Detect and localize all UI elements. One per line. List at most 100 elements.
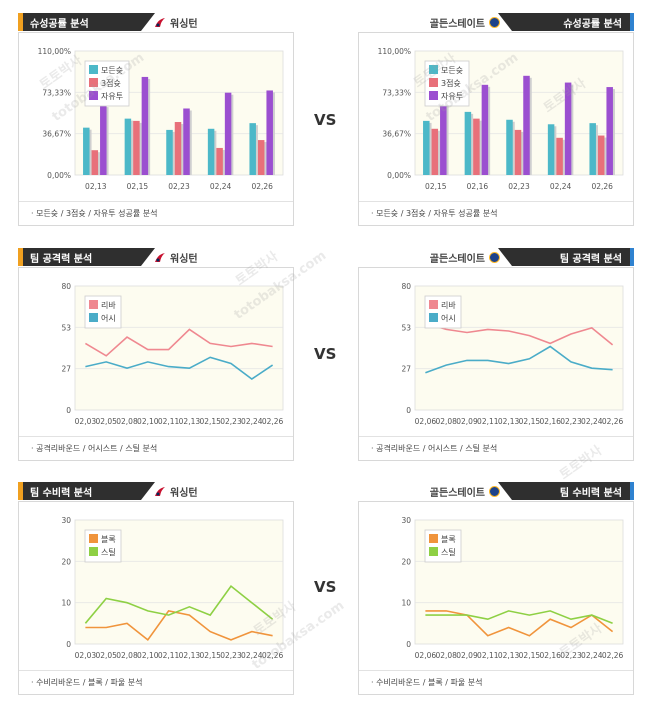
bar: [141, 76, 149, 175]
legend-swatch: [429, 547, 438, 556]
legend-label: 어시: [101, 313, 116, 323]
bar: [464, 111, 472, 175]
legend-swatch: [429, 313, 438, 322]
bar: [440, 96, 447, 175]
bar: [224, 92, 232, 175]
bar: [514, 129, 522, 175]
legend-label: 블록: [101, 534, 116, 544]
x-tick-label: 02,15: [199, 417, 221, 426]
x-tick-label: 02,05: [95, 417, 117, 426]
y-tick-label: 0,00%: [387, 171, 411, 180]
legend-label: 3점슛: [441, 78, 461, 88]
offense-panel-washington: 팀 공격력 분석 워싱턴 80 53 27 0 02,03 02,05 02,08 02,10…: [18, 248, 294, 461]
warriors-logo-icon: [489, 252, 500, 263]
vs-label: VS: [314, 345, 337, 363]
bar-chart: 110,00% 73,33% 36,67% 0,00% 02,13 02,15 02,23 0…: [38, 47, 284, 191]
header-bar: [498, 482, 634, 500]
y-tick-label: 20: [401, 557, 411, 566]
bar: [523, 75, 530, 175]
warriors-logo-icon: [489, 17, 500, 28]
x-tick-label: 02,23: [220, 417, 242, 426]
bar: [166, 129, 173, 175]
panel-header: 팀 공격력 분석 워싱턴: [18, 248, 294, 266]
x-tick-label: 02,06: [415, 651, 437, 660]
x-tick-label: 02,08: [116, 417, 138, 426]
y-tick-label: 53: [61, 323, 71, 332]
team-name: 골든스테이트: [429, 19, 485, 30]
y-tick-label: 73,33%: [42, 88, 71, 97]
legend-label: 리바: [441, 300, 456, 310]
x-tick-label: 02,10: [137, 651, 159, 660]
bar: [207, 128, 215, 175]
header-bar: [498, 248, 634, 266]
chart-box: 30 20 10 0 02,06 02,08 02,09 02,11 02,13 02,15 02,…: [358, 501, 634, 695]
x-tick-label: 02,11: [158, 417, 180, 426]
legend-swatch: [429, 300, 438, 309]
x-tick-label: 02,24: [581, 651, 603, 660]
x-tick-label: 02,08: [116, 651, 138, 660]
x-tick-label: 02,11: [477, 651, 499, 660]
y-tick-label: 73,33%: [382, 88, 411, 97]
x-tick-label: 02,15: [425, 182, 447, 191]
x-tick-label: 02,03: [75, 417, 97, 426]
header-bar: [18, 13, 155, 31]
bar: [481, 84, 489, 175]
legend-label: 어시: [441, 313, 456, 323]
y-tick-label: 110,00%: [378, 47, 411, 56]
bar: [597, 135, 605, 175]
header-bar: [18, 248, 155, 266]
x-tick-label: 02,13: [498, 651, 520, 660]
series-line: [84, 328, 273, 357]
team-name: 워싱턴: [170, 254, 198, 265]
x-tick-label: 02,15: [127, 182, 149, 191]
bar: [473, 118, 480, 175]
legend-swatch: [89, 547, 98, 556]
y-tick-label: 80: [61, 282, 71, 291]
x-tick-label: 02,16: [539, 417, 561, 426]
team-label: 워싱턴: [154, 484, 198, 499]
panel-footer: · 공격리바운드 / 어시스트 / 스틸 분석: [19, 436, 293, 460]
series-line: [85, 356, 274, 380]
y-tick-label: 10: [61, 599, 71, 608]
series-line: [425, 610, 614, 637]
legend-swatch: [89, 78, 98, 87]
x-tick-label: 02,11: [158, 651, 180, 660]
panel-footer: · 모든슛 / 3점슛 / 자유투 성공률 분석: [19, 201, 293, 225]
x-tick-label: 02,11: [477, 417, 499, 426]
panel-header: 슈성공률 분석 워싱턴: [18, 13, 294, 31]
x-tick-label: 02,26: [251, 182, 273, 191]
legend-swatch: [89, 313, 98, 322]
x-tick-label: 02,24: [241, 651, 263, 660]
series-line: [85, 610, 273, 642]
legend-label: 블록: [441, 534, 456, 544]
x-tick-label: 02,10: [137, 417, 159, 426]
x-tick-label: 02,23: [560, 417, 582, 426]
legend-swatch: [429, 65, 438, 74]
wizards-logo-icon: [154, 17, 166, 29]
y-tick-label: 27: [401, 365, 411, 374]
y-tick-label: 0: [66, 640, 71, 649]
bar: [547, 124, 555, 175]
x-tick-label: 02,15: [519, 417, 541, 426]
bar: [124, 118, 132, 175]
x-tick-label: 02,03: [75, 651, 97, 660]
x-tick-label: 02,26: [602, 417, 624, 426]
y-tick-label: 0,00%: [47, 171, 71, 180]
y-tick-label: 80: [401, 282, 411, 291]
wizards-logo-icon: [154, 486, 166, 498]
panel-title: 팀 공격력 분석: [559, 254, 622, 265]
x-tick-label: 02,24: [550, 182, 572, 191]
x-tick-label: 02,15: [519, 651, 541, 660]
defense-panel-golden-state: 팀 수비력 분석 골든스테이트 30 20 10 0 02,06 02,08 02,09 02…: [358, 482, 634, 695]
x-tick-label: 02,23: [508, 182, 530, 191]
y-tick-label: 0: [406, 640, 411, 649]
y-tick-label: 36,67%: [382, 130, 411, 139]
defense-panel-washington: 팀 수비력 분석 워싱턴 30 20 10 0 02,03 02,05 02,08 02,10…: [18, 482, 294, 695]
bar: [564, 82, 572, 175]
x-tick-label: 02,09: [456, 651, 478, 660]
x-tick-label: 02,23: [220, 651, 242, 660]
team-label: 골든스테이트: [430, 15, 500, 30]
bar: [506, 119, 513, 175]
